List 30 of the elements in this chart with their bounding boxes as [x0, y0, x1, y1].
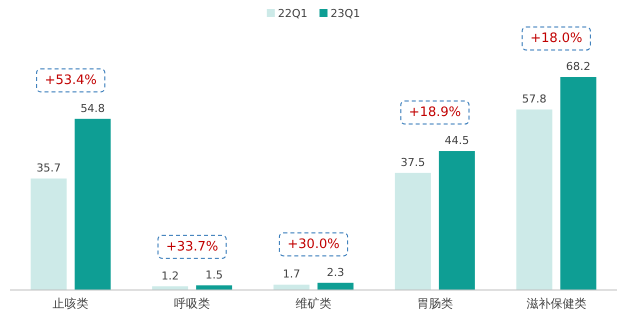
bar — [74, 118, 111, 290]
bar — [30, 178, 67, 290]
data-label: 1.5 — [205, 268, 223, 282]
x-tick-label: 止咳类 — [52, 296, 89, 310]
annotation: +53.4% — [44, 72, 97, 88]
data-label: 1.7 — [282, 268, 300, 281]
data-label: 68.2 — [566, 60, 591, 73]
data-label: 44.5 — [444, 134, 470, 148]
bar — [394, 172, 431, 290]
legend-label: 23Q1 — [330, 7, 360, 20]
x-tick-label: 呼吸类 — [174, 296, 210, 310]
text: +18.0% — [530, 31, 582, 46]
annotation: +18.9% — [408, 105, 461, 120]
bar — [274, 284, 310, 290]
data-label: 37.5 — [400, 156, 426, 169]
legend-label: 22Q1 — [278, 7, 308, 20]
x-tick-label: 滋补保健类 — [526, 296, 586, 310]
data-label: 57.8 — [522, 92, 547, 106]
annotation: +30.0% — [287, 236, 340, 252]
data-label: 1.2 — [161, 269, 179, 282]
bar — [560, 77, 596, 290]
bar — [516, 109, 552, 290]
data-label: 2.3 — [326, 266, 344, 279]
annotation: +33.7% — [166, 239, 218, 254]
bar — [318, 282, 354, 290]
x-tick-label: 胃肠类 — [416, 296, 453, 310]
data-label: 54.8 — [80, 102, 105, 115]
x-tick-label: 维矿类 — [296, 296, 332, 310]
bar — [438, 151, 475, 290]
data-label: 35.7 — [36, 162, 61, 175]
